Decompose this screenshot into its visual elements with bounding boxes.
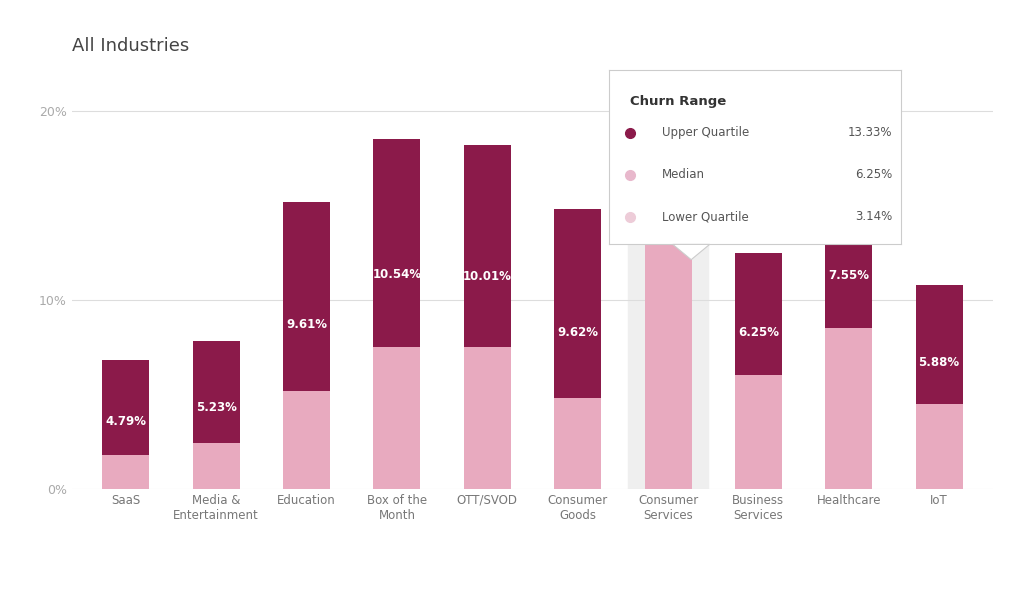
Bar	[735, 376, 782, 489]
Text: 9.61%: 9.61%	[286, 318, 327, 331]
Text: 5.23%: 5.23%	[196, 401, 237, 414]
Bar	[915, 404, 963, 489]
Text: 9.62%: 9.62%	[557, 326, 598, 338]
Bar	[102, 360, 150, 455]
Bar	[554, 210, 601, 398]
Bar	[644, 82, 691, 234]
Bar	[464, 145, 511, 347]
Text: Lower Quartile: Lower Quartile	[662, 210, 749, 223]
Text: 6.25%: 6.25%	[738, 326, 779, 339]
Bar	[915, 285, 963, 404]
Text: Churn Range: Churn Range	[630, 95, 726, 108]
Bar	[374, 139, 421, 347]
Bar	[825, 177, 872, 328]
Bar	[283, 202, 330, 390]
Bar	[554, 398, 601, 489]
Text: All Industries: All Industries	[72, 37, 189, 54]
Text: 10.01%: 10.01%	[463, 270, 512, 283]
Text: 4.79%: 4.79%	[105, 415, 146, 428]
Bar	[644, 234, 691, 489]
Text: Median: Median	[662, 168, 705, 181]
Bar	[629, 73, 708, 489]
Text: 7.55%: 7.55%	[828, 269, 869, 282]
Text: 13.33%: 13.33%	[848, 126, 892, 139]
Bar	[102, 455, 150, 489]
Bar	[193, 342, 240, 444]
Bar	[825, 328, 872, 489]
Bar	[374, 347, 421, 489]
Text: 10.54%: 10.54%	[373, 268, 422, 281]
Text: 3.14%: 3.14%	[855, 210, 892, 223]
Text: Upper Quartile: Upper Quartile	[662, 126, 750, 139]
Bar	[735, 253, 782, 376]
Text: 7.49%: 7.49%	[647, 175, 688, 188]
Text: 5.88%: 5.88%	[919, 356, 959, 368]
Bar	[283, 390, 330, 489]
Bar	[464, 347, 511, 489]
Text: 6.25%: 6.25%	[855, 168, 892, 181]
Bar	[193, 444, 240, 489]
